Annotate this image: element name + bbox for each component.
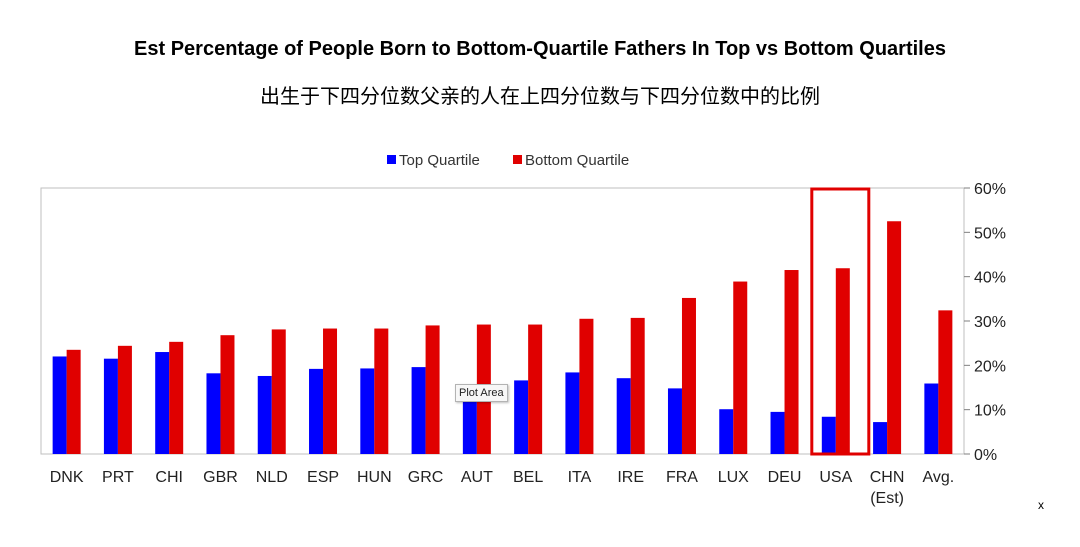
x-tick-label: DEU: [768, 469, 802, 486]
x-tick-label: HUN: [357, 469, 392, 486]
bar-bottom-quartile: [528, 324, 543, 454]
x-tick-label: GBR: [203, 469, 238, 486]
bar-top-quartile: [462, 390, 477, 454]
y-tick-label: 30%: [974, 314, 1006, 331]
legend-label: Bottom Quartile: [525, 152, 629, 169]
y-tick-label: 0%: [974, 447, 997, 464]
y-tick-label: 20%: [974, 358, 1006, 375]
close-icon[interactable]: x: [1038, 498, 1044, 512]
y-tick-label: 50%: [974, 225, 1006, 242]
bar-bottom-quartile: [733, 281, 748, 454]
chart-legend: Top Quartile Bottom Quartile: [387, 152, 629, 169]
bar-bottom-quartile: [117, 345, 132, 454]
x-tick-label: LUX: [718, 469, 749, 486]
bar-top-quartile: [360, 368, 375, 454]
bar-bottom-quartile: [169, 341, 184, 454]
bar-bottom-quartile: [220, 335, 235, 454]
x-tick-label: NLD: [256, 469, 288, 486]
bar-top-quartile: [770, 411, 785, 454]
y-axis: 0% 10% 20% 30% 40% 50% 60%: [964, 181, 1006, 464]
bar-top-quartile: [873, 422, 888, 454]
bar-top-quartile: [667, 388, 682, 454]
x-tick-label: Avg.: [922, 469, 954, 486]
x-tick-label: PRT: [102, 469, 134, 486]
bar-bottom-quartile: [374, 328, 389, 454]
bar-top-quartile: [103, 358, 118, 454]
bar-bottom-quartile: [681, 297, 696, 454]
bar-top-quartile: [565, 372, 580, 454]
bar-top-quartile: [616, 378, 631, 454]
bar-top-quartile: [821, 416, 836, 454]
bar-top-quartile: [52, 356, 67, 454]
x-tick-label: FRA: [666, 469, 698, 486]
y-tick-label: 40%: [974, 270, 1006, 287]
x-tick-label: IRE: [617, 469, 644, 486]
bar-top-quartile: [514, 380, 529, 454]
bar-bottom-quartile: [271, 329, 286, 454]
x-tick-label: ESP: [307, 469, 339, 486]
bar-bottom-quartile: [938, 310, 953, 454]
bar-top-quartile: [924, 383, 939, 454]
x-tick-label: AUT: [461, 469, 493, 486]
bar-top-quartile: [257, 375, 272, 454]
bar-top-quartile: [155, 352, 170, 454]
bar-top-quartile: [411, 367, 426, 454]
y-tick-label: 10%: [974, 403, 1006, 420]
x-tick-label: GRC: [408, 469, 444, 486]
chart-subtitle: 出生于下四分位数父亲的人在上四分位数与下四分位数中的比例: [260, 84, 820, 108]
chart-title: Est Percentage of People Born to Bottom-…: [134, 38, 946, 60]
bar-bottom-quartile: [630, 317, 645, 454]
x-tick-label: USA: [819, 469, 852, 486]
bars-group: [52, 221, 953, 454]
usa-highlight-box: [810, 187, 871, 456]
bar-bottom-quartile: [835, 268, 850, 454]
x-tick-label: BEL: [513, 469, 543, 486]
bar-bottom-quartile: [323, 328, 338, 454]
x-tick-labels: DNK PRT CHI GBR NLD ESP HUN GRC AUT BEL ITA IRE FRA L…: [50, 469, 954, 507]
x-tick-label: ITA: [568, 469, 592, 486]
legend-label: Top Quartile: [399, 152, 480, 169]
plot-area-tooltip: Plot Area: [455, 384, 508, 402]
x-tick-label: CHI: [155, 469, 183, 486]
bar-top-quartile: [309, 368, 324, 454]
x-tick-label: CHN (Est): [870, 469, 905, 507]
bar-bottom-quartile: [66, 349, 81, 454]
legend-swatch: [513, 155, 522, 164]
legend-swatch: [387, 155, 396, 164]
highlight-group: [810, 187, 871, 456]
bar-bottom-quartile: [579, 318, 594, 454]
x-tick-label: DNK: [50, 469, 84, 486]
bar-bottom-quartile: [887, 221, 902, 454]
bar-bottom-quartile: [784, 270, 799, 454]
bar-top-quartile: [719, 409, 734, 454]
bar-bottom-quartile: [425, 325, 440, 454]
bar-top-quartile: [206, 373, 221, 454]
y-tick-label: 60%: [974, 181, 1006, 198]
